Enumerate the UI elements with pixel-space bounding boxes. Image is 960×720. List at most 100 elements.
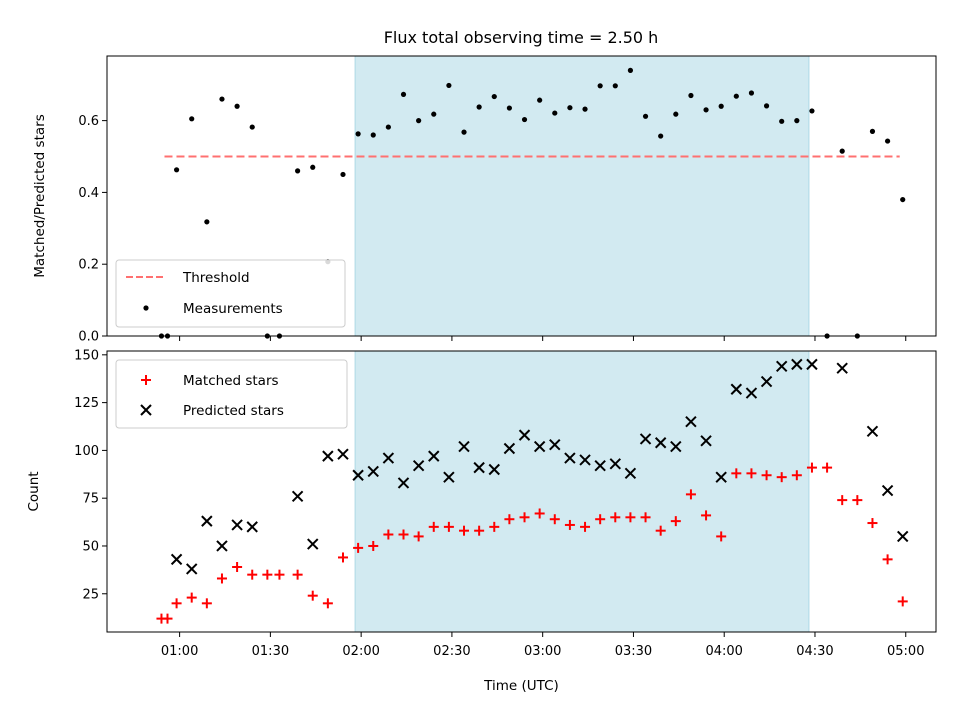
x-stroke-b xyxy=(836,362,848,374)
x-stroke-b xyxy=(473,461,485,474)
predicted-star-point xyxy=(624,467,637,480)
x-stroke-b xyxy=(654,437,667,449)
matched-star-point xyxy=(519,512,530,523)
predicted-star-point xyxy=(897,530,909,543)
chart-title: Flux total observing time = 2.50 h xyxy=(384,28,659,47)
measurement-point xyxy=(416,118,422,124)
measurement-point xyxy=(400,91,407,98)
matched-star-point xyxy=(337,552,348,563)
predicted-star-point xyxy=(488,463,500,476)
matched-star-point xyxy=(162,613,173,624)
matched-star-point xyxy=(731,468,742,479)
ratio-x-ticks xyxy=(179,336,907,341)
x-stroke-b xyxy=(382,452,395,464)
predicted-star-point xyxy=(654,437,667,449)
matched-star-point xyxy=(353,542,364,553)
predicted-star-point xyxy=(760,375,773,388)
count-y-tick-label: 25 xyxy=(82,587,99,602)
matched-star-point xyxy=(882,554,893,565)
matched-star-point xyxy=(459,525,470,536)
x-stroke-b xyxy=(443,471,455,483)
predicted-star-point xyxy=(473,461,485,474)
measurement-point xyxy=(506,105,512,111)
matched-star-point xyxy=(534,508,545,519)
matched-star-point xyxy=(837,495,848,506)
x-stroke-b xyxy=(246,521,258,533)
count-points xyxy=(156,358,909,624)
matched-star-point xyxy=(186,592,197,603)
measurement-point xyxy=(703,107,709,113)
matched-star-point xyxy=(761,470,772,481)
matched-star-point xyxy=(640,512,651,523)
x-stroke-b xyxy=(806,358,818,371)
count-y-ticks: 25 50 75 100 125 150 xyxy=(74,348,107,602)
x-tick-label: 04:00 xyxy=(705,644,742,659)
x-stroke-b xyxy=(458,440,470,453)
count-y-tick-label: 150 xyxy=(74,348,99,363)
legend-threshold-label: Threshold xyxy=(182,270,250,286)
x-tick-label: 02:30 xyxy=(433,644,470,659)
x-stroke-b xyxy=(881,484,894,497)
matched-star-point xyxy=(791,470,802,481)
observing-window-shade-lower xyxy=(354,350,810,633)
matched-star-point xyxy=(398,529,409,540)
measurement-point xyxy=(900,196,906,203)
x-stroke-b xyxy=(549,438,561,451)
x-tick-label: 02:00 xyxy=(342,644,379,659)
matched-star-point xyxy=(746,468,757,479)
matched-star-point xyxy=(595,514,606,525)
matched-star-point xyxy=(897,596,908,607)
x-tick-label: 01:30 xyxy=(252,644,289,659)
predicted-star-point xyxy=(670,440,682,453)
measurement-point xyxy=(370,132,376,138)
x-stroke-b xyxy=(186,563,198,575)
legend-predicted-swatch xyxy=(140,404,152,416)
x-stroke-b xyxy=(579,454,591,466)
predicted-star-point xyxy=(836,362,848,374)
x-stroke-b xyxy=(685,416,697,428)
x-stroke-b xyxy=(609,458,621,470)
count-x-ticks: 01:00 01:30 02:00 02:30 03:00 03:30 04:00 04:30… xyxy=(161,632,924,659)
x-stroke-b xyxy=(412,459,425,472)
measurement-point xyxy=(249,124,255,130)
matched-star-point xyxy=(262,569,273,580)
count-y-tick-label: 50 xyxy=(82,539,99,554)
legend-matched-swatch xyxy=(141,375,151,385)
matched-star-point xyxy=(274,569,285,580)
x-stroke-b xyxy=(397,477,410,489)
measurement-point xyxy=(340,171,346,178)
predicted-star-point xyxy=(322,450,334,462)
measurement-points xyxy=(158,67,906,339)
measurement-point xyxy=(310,164,316,170)
measurement-point xyxy=(189,116,195,122)
count-y-tick-label: 75 xyxy=(82,492,99,507)
matched-star-point xyxy=(489,521,500,532)
matched-star-point xyxy=(247,569,258,580)
count-y-axis-label: Count xyxy=(26,471,42,511)
ratio-y-tick-label: 0.0 xyxy=(78,330,99,345)
legend-plus-marker xyxy=(141,375,151,385)
matched-star-point xyxy=(610,512,621,523)
measurement-point xyxy=(642,113,649,119)
x-stroke-b xyxy=(518,429,531,441)
matched-star-point xyxy=(443,521,454,532)
x-stroke-b xyxy=(367,465,379,478)
predicted-star-point xyxy=(775,360,788,372)
measurement-point xyxy=(884,138,891,144)
x-tick-label: 05:00 xyxy=(887,644,924,659)
measurement-point xyxy=(869,128,876,134)
predicted-star-point xyxy=(352,469,364,481)
predicted-star-point xyxy=(382,452,395,464)
predicted-star-point xyxy=(458,440,470,453)
measurement-point xyxy=(597,83,603,89)
ratio-panel: 0.0 0.2 0.4 0.6 Matched/Predicted stars Thr… xyxy=(32,55,937,345)
matched-star-point xyxy=(625,512,636,523)
count-y-tick-label: 100 xyxy=(74,444,99,459)
legend-measurements-swatch xyxy=(143,305,149,311)
matched-star-point xyxy=(549,514,560,525)
x-stroke-b xyxy=(897,530,909,543)
predicted-star-point xyxy=(246,521,258,533)
measurement-point xyxy=(567,105,573,111)
measurement-point xyxy=(355,131,361,137)
matched-star-point xyxy=(322,598,333,609)
